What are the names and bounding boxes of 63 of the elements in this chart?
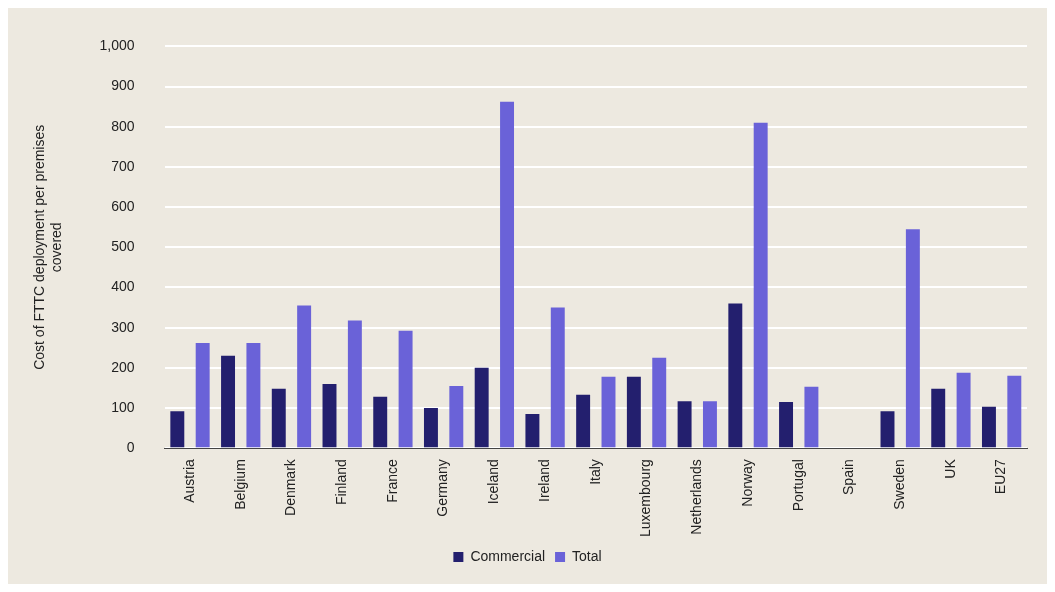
- bar: [804, 386, 819, 448]
- bar: [779, 401, 794, 448]
- bar: [246, 342, 261, 448]
- bar: [550, 307, 565, 448]
- bar: [525, 414, 540, 448]
- bar: [221, 355, 236, 448]
- y-tick-label: 100: [111, 398, 135, 415]
- x-tick-label: Norway: [738, 459, 755, 507]
- bar: [880, 411, 895, 448]
- bar: [753, 122, 768, 448]
- bar: [1007, 375, 1022, 448]
- y-tick-label: 300: [111, 318, 135, 335]
- x-tick-label: Netherlands: [688, 459, 705, 535]
- bar: [981, 406, 996, 448]
- x-tick-label: Finland: [333, 459, 350, 506]
- bar: [347, 320, 362, 448]
- x-tick-label: Denmark: [282, 458, 299, 516]
- x-tick-label: UK: [941, 458, 958, 479]
- bar: [170, 411, 185, 448]
- bar: [449, 385, 464, 448]
- bar: [652, 357, 667, 448]
- x-tick-label: Germany: [434, 459, 451, 517]
- x-tick-label: France: [383, 458, 400, 503]
- bar: [702, 401, 717, 448]
- bar: [905, 229, 920, 448]
- bar: [677, 401, 692, 448]
- y-tick-label: 800: [111, 117, 135, 134]
- y-tick-label: 0: [126, 439, 135, 456]
- y-tick-label: 200: [111, 358, 135, 375]
- x-tick-label: EU27: [992, 458, 1009, 495]
- x-tick-label: Sweden: [891, 459, 908, 510]
- x-tick-label: Iceland: [485, 459, 502, 505]
- bar: [297, 305, 312, 448]
- y-tick-label: 500: [111, 238, 135, 255]
- y-tick-label: 700: [111, 157, 135, 174]
- y-axis-title: Cost of FTTC deployment per premises covered: [31, 124, 65, 370]
- bar: [474, 367, 489, 448]
- y-tick-label: 400: [111, 278, 135, 295]
- bar: [576, 394, 591, 448]
- bar: [423, 408, 438, 448]
- x-tick-label: Austria: [180, 458, 197, 503]
- bar: [398, 330, 413, 448]
- y-tick-label: 600: [111, 197, 135, 214]
- x-tick-label: Spain: [840, 459, 857, 495]
- bar: [373, 396, 388, 448]
- bar: [500, 101, 515, 448]
- x-tick-label: Portugal: [789, 459, 806, 512]
- bar: [195, 342, 210, 448]
- x-tick-label: Italy: [586, 459, 603, 485]
- bar: [931, 388, 946, 448]
- bar: [956, 372, 971, 448]
- x-tick-label: Luxembourg: [637, 459, 654, 537]
- y-tick-label: 1,000: [99, 37, 135, 54]
- x-tick-label: Ireland: [535, 459, 552, 502]
- legend-label: Commercial: [470, 547, 546, 564]
- bar: [626, 376, 641, 448]
- y-tick-label: 900: [111, 77, 135, 94]
- bar: [728, 303, 743, 448]
- bar: [322, 383, 337, 448]
- legend-label: Total: [572, 547, 602, 564]
- x-tick-label: Belgium: [231, 459, 248, 510]
- bar: [601, 376, 616, 448]
- bar: [271, 388, 286, 448]
